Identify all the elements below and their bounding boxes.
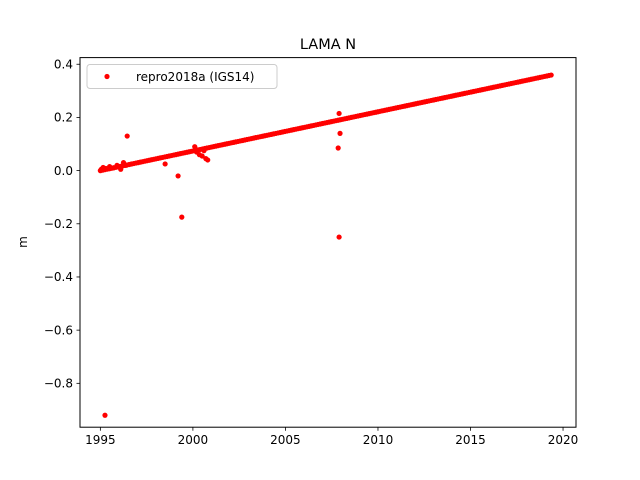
data-point [548, 72, 554, 78]
plot-frame [79, 57, 577, 428]
y-tick-label: 0.4 [54, 57, 73, 71]
legend-marker [104, 73, 110, 80]
data-point [118, 166, 124, 172]
data-point [205, 157, 211, 163]
legend-label: repro2018a (IGS14) [136, 70, 254, 84]
data-point [175, 173, 181, 179]
y-tick-label: 0.2 [54, 111, 73, 125]
data-point [162, 161, 168, 167]
x-tick-label: 2020 [548, 433, 579, 447]
x-axis: 1995 2000 2005 2010 2015 2020 [85, 427, 578, 447]
data-point [192, 144, 198, 150]
y-axis-label: m [16, 236, 30, 248]
data-point [335, 145, 341, 151]
data-point [201, 148, 207, 154]
data-point [199, 153, 205, 159]
y-tick-label: −0.6 [44, 323, 73, 337]
data-point [336, 234, 342, 240]
data-layer [97, 72, 554, 418]
data-point [110, 165, 116, 171]
data-point [124, 133, 130, 139]
chart-title: LAMA N [300, 37, 356, 53]
x-tick-label: 2005 [270, 433, 301, 447]
data-point [337, 130, 343, 136]
legend: repro2018a (IGS14) [86, 64, 278, 89]
data-point [179, 214, 185, 220]
data-point [102, 412, 108, 418]
x-tick-label: 1995 [85, 433, 116, 447]
data-point [123, 162, 129, 168]
x-tick-label: 2010 [363, 433, 394, 447]
y-tick-label: −0.4 [44, 270, 73, 284]
data-point [336, 110, 342, 117]
y-tick-label: −0.8 [44, 377, 73, 391]
y-tick-label: −0.2 [44, 217, 73, 231]
x-tick-label: 2015 [455, 433, 486, 447]
y-axis: 0.4 0.2 0.0 −0.2 −0.4 −0.6 −0.8 [44, 57, 80, 391]
legend-box [86, 64, 278, 89]
x-tick-label: 2000 [178, 433, 209, 447]
data-point [114, 162, 120, 168]
y-tick-label: 0.0 [54, 164, 73, 178]
